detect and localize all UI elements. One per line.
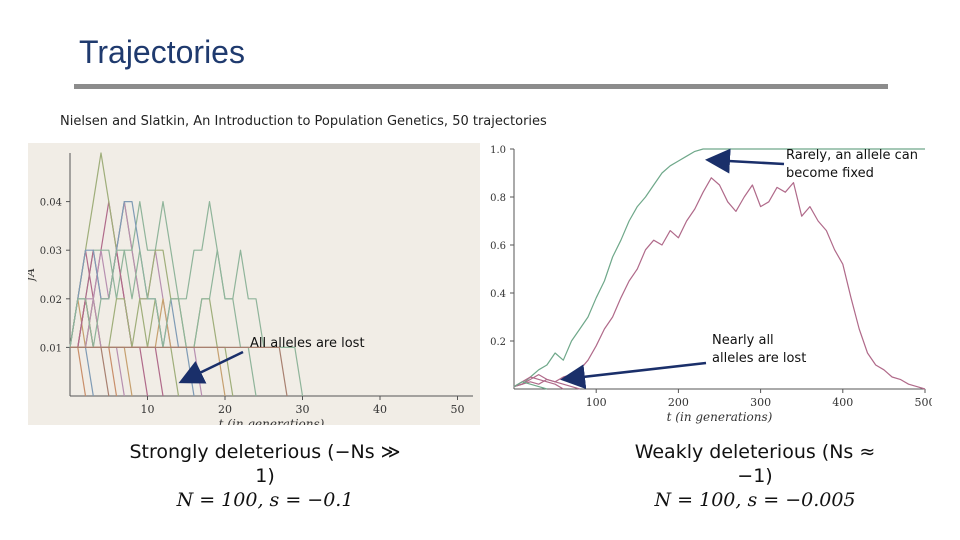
caption-left: Strongly deleterious (−Ns ≫ 1) N = 100, … [120,440,410,512]
caption-left-line2: N = 100, s = −0.1 [176,489,354,511]
x-tick-label: 50 [451,403,465,416]
x-tick-label: 400 [832,396,853,409]
y-tick-label: 0.02 [40,295,62,306]
trajectory-line [69,200,195,397]
annotation-left-lost: All alleles are lost [250,336,365,351]
trajectory-line [70,346,288,397]
x-tick-label: 10 [141,403,155,416]
x-axis-label: t (in generations) [667,410,773,424]
x-tick-label: 20 [218,403,232,416]
caption-right-line2: N = 100, s = −0.005 [654,489,856,511]
y-tick-label: 0.03 [40,246,62,257]
y-tick-label: 0.6 [490,241,506,252]
annotation-right-lost: Nearly all alleles are lost [712,333,807,366]
citation-text: Nielsen and Slatkin, An Introduction to … [60,114,547,129]
trajectory-line [513,381,548,390]
y-tick-label: 1.0 [490,145,506,156]
caption-right: Weakly deleterious (Ns ≈ −1) N = 100, s … [615,440,895,512]
slide-title: Trajectories [79,34,245,70]
y-tick-label: 0.4 [490,289,506,300]
right-chart-panel: 100 200 300 400 500 0.2 0.4 0.6 0.8 1.0 t (in gene… [480,143,936,425]
y-tick-label: 0.2 [490,337,506,348]
y-tick-label: 0.8 [490,193,506,204]
y-tick-label: 0.01 [40,343,62,354]
x-tick-label: 30 [296,403,310,416]
arrow-right-lost [560,361,707,390]
x-tick-label: 200 [668,396,689,409]
x-tick-label: 100 [586,396,607,409]
title-rule [74,84,888,89]
left-chart-panel: 10 20 30 40 50 0.01 0.02 0.03 0.04 t (in generati… [23,143,480,431]
x-tick-label: 500 [915,396,933,409]
caption-right-line1: Weakly deleterious (Ns ≈ −1) [634,441,876,487]
annotation-right-fixed: Rarely, an allele can become fixed [786,148,918,181]
arrow-right-fixed [705,148,785,174]
arrow-left-lost [178,350,244,384]
x-tick-label: 40 [373,403,387,416]
x-tick-label: 300 [750,396,771,409]
y-tick-label: 0.04 [40,198,62,209]
right-trajectory-chart: 100 200 300 400 500 0.2 0.4 0.6 0.8 1.0 t (in gene… [490,145,935,424]
caption-left-line1: Strongly deleterious (−Ns ≫ 1) [129,441,401,487]
